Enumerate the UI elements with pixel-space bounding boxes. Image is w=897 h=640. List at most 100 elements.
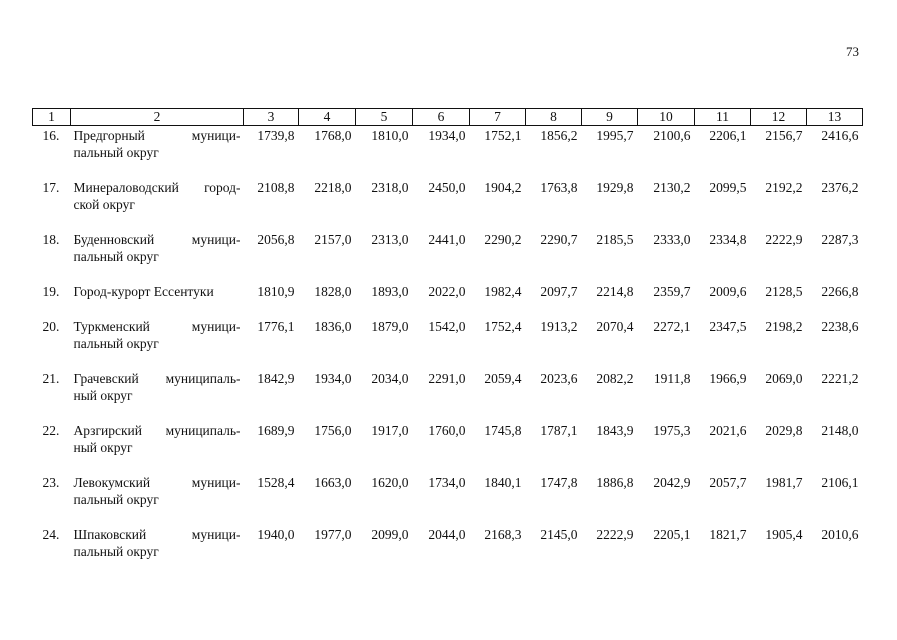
header-cell: 10 bbox=[637, 108, 695, 126]
row-name: Шпаковский муници-пальный округ bbox=[71, 525, 244, 577]
value-cell: 1768,0 bbox=[314, 128, 352, 143]
value-cell: 1542,0 bbox=[428, 319, 466, 334]
value-cell: 1747,8 bbox=[540, 475, 578, 490]
value-cell: 1745,8 bbox=[484, 423, 522, 438]
value-cell: 2192,2 bbox=[765, 180, 803, 195]
value-cell: 2291,0 bbox=[428, 371, 466, 386]
row-name: Предгорный муници-пальный округ bbox=[71, 126, 244, 179]
header-cell: 6 bbox=[412, 108, 470, 126]
value-cell: 1776,1 bbox=[257, 319, 295, 334]
value-cell: 1893,0 bbox=[371, 284, 409, 299]
data-table: 1 2 3 4 5 6 7 8 9 10 11 12 13 16. Предгорный муници-п… bbox=[32, 108, 863, 577]
name-line: Туркменский муници- bbox=[73, 319, 241, 334]
name-line: Минераловодский город- bbox=[73, 180, 241, 195]
value-cell: 2290,2 bbox=[484, 232, 522, 247]
value-cell: 2221,2 bbox=[821, 371, 859, 386]
value-cell: 2222,9 bbox=[765, 232, 803, 247]
name-line: пальный округ bbox=[73, 249, 159, 264]
value-cell: 2029,8 bbox=[765, 423, 803, 438]
value-cell: 2238,6 bbox=[821, 319, 859, 334]
value-cell: 1917,0 bbox=[371, 423, 409, 438]
value-cell: 2097,7 bbox=[540, 284, 578, 299]
value-cell: 1620,0 bbox=[371, 475, 409, 490]
row-number: 24. bbox=[42, 527, 60, 542]
header-cell: 3 bbox=[243, 108, 299, 126]
value-cell: 1734,0 bbox=[428, 475, 466, 490]
value-cell: 1966,9 bbox=[709, 371, 747, 386]
table-row: 22. Арзгирский муниципаль-ный округ 1689,9… bbox=[33, 421, 863, 473]
value-cell: 2057,7 bbox=[709, 475, 747, 490]
value-cell: 1528,4 bbox=[257, 475, 295, 490]
header-cell: 12 bbox=[750, 108, 807, 126]
value-cell: 2218,0 bbox=[314, 180, 352, 195]
name-line: ный округ bbox=[73, 388, 133, 403]
header-cell: 1 bbox=[32, 108, 71, 126]
name-line: Грачевский муниципаль- bbox=[73, 371, 241, 386]
header-cell: 2 bbox=[70, 108, 244, 126]
value-cell: 2334,8 bbox=[709, 232, 747, 247]
value-cell: 1995,7 bbox=[596, 128, 634, 143]
value-cell: 1752,1 bbox=[484, 128, 522, 143]
name-line: пальный округ bbox=[73, 145, 159, 160]
value-cell: 2441,0 bbox=[428, 232, 466, 247]
value-cell: 1856,2 bbox=[540, 128, 578, 143]
value-cell: 1840,1 bbox=[484, 475, 522, 490]
value-cell: 2185,5 bbox=[596, 232, 634, 247]
value-cell: 2205,1 bbox=[653, 527, 691, 542]
header-cell: 11 bbox=[694, 108, 751, 126]
row-number: 19. bbox=[42, 284, 60, 299]
value-cell: 2156,7 bbox=[765, 128, 803, 143]
name-line: Город-курорт Ессентуки bbox=[73, 284, 214, 299]
value-cell: 1904,2 bbox=[484, 180, 522, 195]
value-cell: 2157,0 bbox=[314, 232, 352, 247]
row-name: Левокумский муници-пальный округ bbox=[71, 473, 244, 525]
table-row: 19. Город-курорт Ессентуки 1810,9 1828,0 189… bbox=[33, 282, 863, 317]
value-cell: 2222,9 bbox=[596, 527, 634, 542]
value-cell: 1663,0 bbox=[314, 475, 352, 490]
row-number: 16. bbox=[42, 128, 60, 143]
value-cell: 2376,2 bbox=[821, 180, 859, 195]
value-cell: 2290,7 bbox=[540, 232, 578, 247]
value-cell: 2287,3 bbox=[821, 232, 859, 247]
name-line: Шпаковский муници- bbox=[73, 527, 241, 542]
table-row: 21. Грачевский муниципаль-ный округ 1842,9… bbox=[33, 369, 863, 421]
table-row: 23. Левокумский муници-пальный округ 1528,… bbox=[33, 473, 863, 525]
name-line: Буденновский муници- bbox=[73, 232, 241, 247]
value-cell: 2009,6 bbox=[709, 284, 747, 299]
value-cell: 2168,3 bbox=[484, 527, 522, 542]
value-cell: 2128,5 bbox=[765, 284, 803, 299]
table-row: 17. Минераловодский город-ской округ 2108,… bbox=[33, 178, 863, 230]
value-cell: 1810,0 bbox=[371, 128, 409, 143]
value-cell: 2082,2 bbox=[596, 371, 634, 386]
name-line: пальный округ bbox=[73, 336, 159, 351]
value-cell: 1752,4 bbox=[484, 319, 522, 334]
row-name: Город-курорт Ессентуки bbox=[71, 282, 244, 317]
row-name: Грачевский муниципаль-ный округ bbox=[71, 369, 244, 421]
row-number: 17. bbox=[42, 180, 60, 195]
value-cell: 2069,0 bbox=[765, 371, 803, 386]
row-name: Туркменский муници-пальный округ bbox=[71, 317, 244, 369]
value-cell: 1982,4 bbox=[484, 284, 522, 299]
value-cell: 1843,9 bbox=[596, 423, 634, 438]
value-cell: 2130,2 bbox=[653, 180, 691, 195]
value-cell: 2034,0 bbox=[371, 371, 409, 386]
table-row: 18. Буденновский муници-пальный округ 2056… bbox=[33, 230, 863, 282]
value-cell: 2099,5 bbox=[709, 180, 747, 195]
value-cell: 2010,6 bbox=[821, 527, 859, 542]
value-cell: 2056,8 bbox=[257, 232, 295, 247]
value-cell: 2100,6 bbox=[653, 128, 691, 143]
row-number: 22. bbox=[42, 423, 60, 438]
table-row: 24. Шпаковский муници-пальный округ 1940,0… bbox=[33, 525, 863, 577]
value-cell: 1940,0 bbox=[257, 527, 295, 542]
row-name: Буденновский муници-пальный округ bbox=[71, 230, 244, 282]
value-cell: 2042,9 bbox=[653, 475, 691, 490]
name-line: пальный округ bbox=[73, 492, 159, 507]
value-cell: 1828,0 bbox=[314, 284, 352, 299]
value-cell: 2044,0 bbox=[428, 527, 466, 542]
value-cell: 2148,0 bbox=[821, 423, 859, 438]
value-cell: 2359,7 bbox=[653, 284, 691, 299]
value-cell: 2450,0 bbox=[428, 180, 466, 195]
value-cell: 1879,0 bbox=[371, 319, 409, 334]
value-cell: 1760,0 bbox=[428, 423, 466, 438]
